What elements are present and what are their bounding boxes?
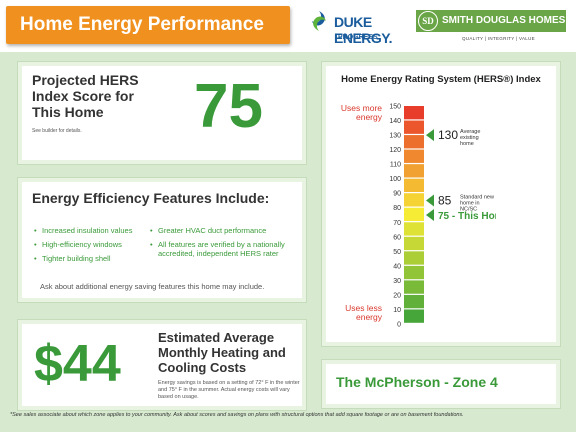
hers-score-panel: Projected HERS Index Score for This Home… — [18, 62, 306, 164]
features-note: Ask about additional energy saving featu… — [40, 282, 265, 291]
duke-energy-logo-icon — [312, 11, 326, 31]
gauge-segment — [404, 135, 424, 149]
gauge-tick-label: 150 — [389, 104, 401, 111]
gauge-tick-label: 120 — [389, 147, 401, 154]
gauge-tick-label: 100 — [389, 176, 401, 183]
duke-energy-logo: DUKE ENERGY. PROGRESS — [308, 8, 404, 48]
list-item: Tighter building shell — [34, 254, 154, 263]
footnote: *See sales associate about which zone ap… — [10, 412, 464, 418]
duke-energy-subtitle: PROGRESS — [338, 34, 378, 41]
gauge-tick-label: 0 — [397, 322, 401, 329]
gauge-tick-label: 10 — [393, 307, 401, 314]
gauge-segment — [404, 193, 424, 207]
features-title: Energy Efficiency Features Include: — [32, 190, 270, 206]
gauge-segment — [404, 265, 424, 280]
smith-douglas-logo: SD SMITH DOUGLAS HOMES QUALITY | INTEGRI… — [416, 8, 566, 46]
gauge-segment — [404, 236, 424, 251]
gauge-tick-label: 90 — [393, 191, 401, 198]
gauge-tick-label: 20 — [393, 292, 401, 299]
list-item: Increased insulation values — [34, 226, 154, 235]
gauge-tick-label: 30 — [393, 278, 401, 285]
gauge-segment — [404, 309, 424, 323]
hers-score-value: 75 — [194, 72, 263, 141]
hers-marker-label: 75 - This Home — [438, 211, 496, 222]
cost-value: $44 — [34, 335, 121, 393]
cost-title: Estimated Average Monthly Heating and Co… — [158, 330, 286, 375]
uses-less-energy-label: Uses less energy — [345, 303, 382, 322]
hers-score-title: Projected HERS Index Score for This Home — [32, 72, 139, 120]
hers-index-gauge: 1501401301201101009080706050403020100130… — [389, 104, 496, 329]
gauge-tick-label: 110 — [390, 162, 401, 169]
hers-score-note: See builder for details. — [32, 128, 82, 134]
gauge-segment — [404, 120, 424, 134]
hers-marker-arrow — [426, 194, 434, 207]
hers-marker-description: Average existing home — [460, 129, 480, 147]
header-bar: Home Energy Performance DUKE ENERGY. PRO… — [0, 0, 576, 52]
hers-marker-arrow — [426, 129, 434, 142]
model-panel: The McPherson - Zone 4 — [322, 360, 560, 408]
smith-douglas-name: SMITH DOUGLAS HOMES — [442, 15, 566, 26]
smith-douglas-banner: SD SMITH DOUGLAS HOMES — [416, 10, 566, 32]
gauge-tick-label: 80 — [393, 205, 401, 212]
gauge-segment — [404, 106, 424, 120]
features-list-left: Increased insulation values High-efficie… — [34, 226, 154, 268]
gauge-segment — [404, 280, 424, 294]
gauge-tick-label: 140 — [389, 118, 401, 125]
hers-index-title: Home Energy Rating System (HERS®) Index — [341, 74, 541, 85]
gauge-segment — [404, 251, 424, 265]
features-panel: Energy Efficiency Features Include: Incr… — [18, 178, 306, 302]
hers-marker-label: 85 — [438, 193, 452, 207]
gauge-tick-label: 50 — [393, 249, 401, 256]
gauge-segment — [404, 178, 424, 192]
cost-note: Energy savings is based on a setting of … — [158, 380, 300, 400]
gauge-segment — [404, 149, 424, 163]
gauge-tick-label: 130 — [389, 133, 401, 140]
hers-marker-arrow — [426, 209, 434, 221]
gauge-segment — [404, 164, 424, 178]
gauge-segment — [404, 222, 424, 236]
cost-panel: $44 Estimated Average Monthly Heating an… — [18, 320, 306, 410]
list-item: High-efficiency windows — [34, 240, 154, 249]
duke-energy-name: DUKE ENERGY. — [334, 14, 392, 46]
gauge-tick-label: 40 — [393, 263, 401, 270]
uses-more-energy-label: Uses more energy — [340, 103, 382, 122]
smith-douglas-monogram: SD — [418, 11, 438, 31]
model-name: The McPherson - Zone 4 — [336, 374, 498, 390]
list-item: All features are verified by a nationall… — [150, 240, 290, 258]
gauge-tick-label: 70 — [393, 220, 401, 227]
gauge-segment — [404, 207, 424, 222]
gauge-segment — [404, 294, 424, 309]
hers-marker-label: 130 — [438, 128, 458, 142]
smith-douglas-tagline: QUALITY | INTEGRITY | VALUE — [462, 36, 535, 41]
hers-index-panel: Home Energy Rating System (HERS®) Index … — [322, 62, 560, 346]
hers-marker-description: Standard new home in NC/SC — [460, 194, 494, 212]
list-item: Greater HVAC duct performance — [150, 226, 290, 235]
page-title: Home Energy Performance — [20, 14, 264, 35]
gauge-tick-label: 60 — [393, 234, 401, 241]
features-list-right: Greater HVAC duct performance All featur… — [150, 226, 290, 263]
page-title-tab: Home Energy Performance — [6, 6, 290, 44]
